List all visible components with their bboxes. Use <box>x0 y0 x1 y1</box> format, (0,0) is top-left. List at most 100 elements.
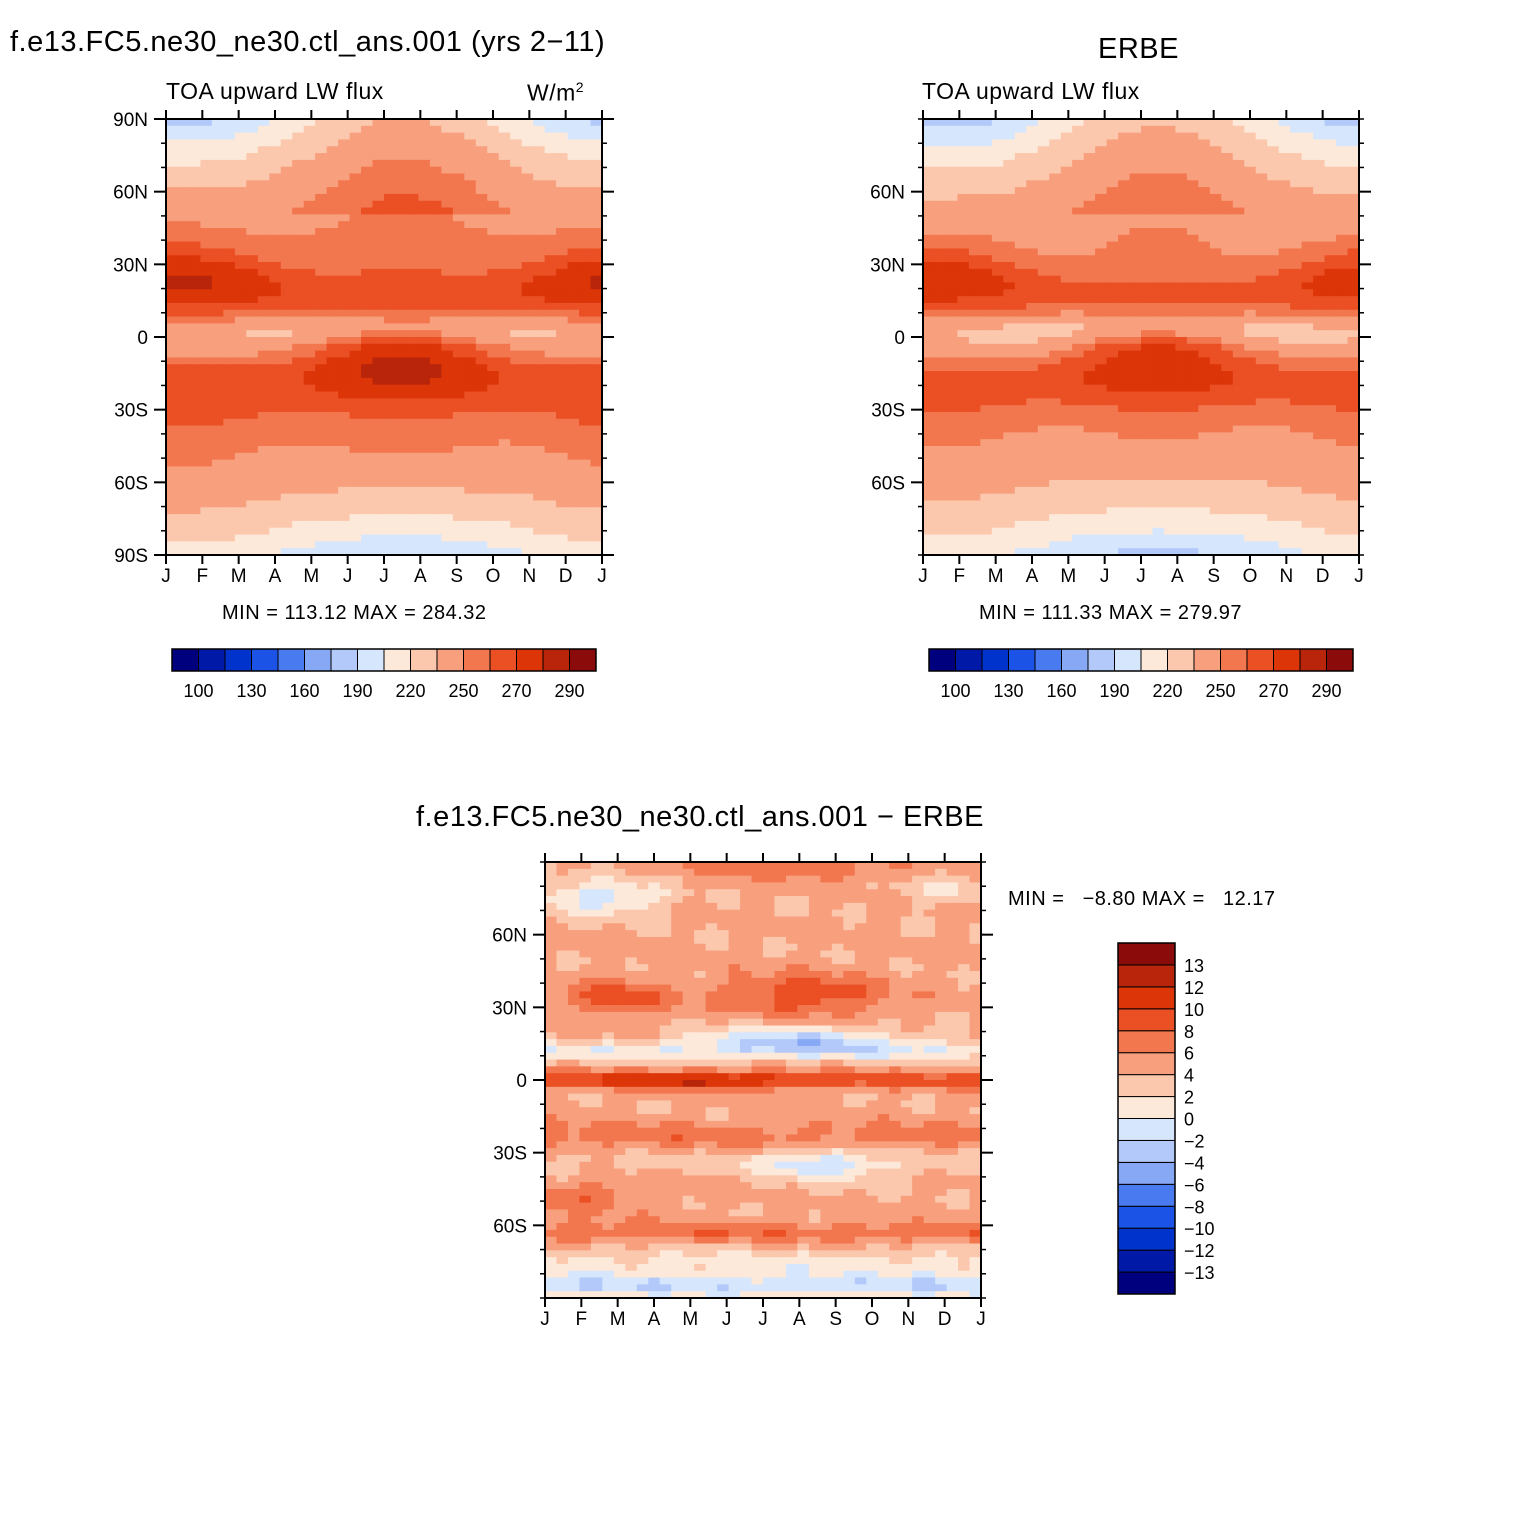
heatmap-cell <box>533 166 546 175</box>
heatmap-cell <box>1267 153 1280 161</box>
heatmap-cell <box>533 180 546 188</box>
heatmap-cell <box>211 132 225 141</box>
heatmap-cell <box>257 221 270 229</box>
heatmap-cell <box>292 180 305 188</box>
heatmap-cell <box>406 228 420 236</box>
heatmap-cell <box>418 405 431 413</box>
heatmap-cell <box>1118 500 1131 509</box>
heatmap-cell <box>1186 302 1200 311</box>
heatmap-cell <box>1014 534 1027 543</box>
heatmap-cell <box>1037 200 1050 209</box>
heatmap-cell <box>957 377 970 386</box>
heatmap-cell <box>1232 391 1245 400</box>
heatmap-cell <box>934 159 947 168</box>
heatmap-cell <box>487 241 500 250</box>
heatmap-cell <box>1244 119 1257 127</box>
heatmap-cell <box>384 486 397 495</box>
heatmap-cell <box>1347 507 1360 515</box>
heatmap-cell <box>166 173 179 182</box>
heatmap-cell <box>1221 166 1234 175</box>
heatmap-cell <box>1163 371 1177 379</box>
heatmap-cell <box>1014 166 1027 175</box>
heatmap-cell <box>1267 180 1280 188</box>
heatmap-cell <box>991 207 1005 216</box>
heatmap-cell <box>498 166 511 175</box>
heatmap-cell <box>372 534 385 543</box>
heatmap-cell <box>315 459 328 468</box>
heatmap-cell <box>1347 418 1360 427</box>
heatmap-cell <box>315 473 328 481</box>
heatmap-cell <box>1141 377 1154 386</box>
heatmap-cell <box>1221 452 1234 461</box>
heatmap-cell <box>1324 289 1337 297</box>
heatmap-cell <box>464 193 477 202</box>
heatmap-cell <box>326 221 339 229</box>
heatmap-cell <box>957 309 970 318</box>
heatmap-cell <box>1278 255 1291 263</box>
heatmap-cell <box>211 493 225 502</box>
heatmap-cell <box>1014 323 1027 331</box>
heatmap-cell <box>579 262 592 270</box>
heatmap-cell <box>1037 255 1050 263</box>
heatmap-cell <box>257 302 270 311</box>
heatmap-cell <box>269 330 282 338</box>
heatmap-cell <box>934 193 947 202</box>
heatmap-cell <box>590 425 603 434</box>
heatmap-cell <box>211 262 225 270</box>
heatmap-cell <box>1232 432 1245 440</box>
heatmap-cell <box>1026 282 1039 291</box>
heatmap-cell <box>1232 248 1245 256</box>
heatmap-cell <box>957 268 970 277</box>
heatmap-cell <box>406 452 420 461</box>
heatmap-cell <box>452 214 466 222</box>
heatmap-cell <box>1163 343 1177 352</box>
heatmap-cell <box>384 452 397 461</box>
heatmap-cell <box>1152 275 1165 284</box>
heatmap-cell <box>991 234 1005 243</box>
heatmap-cell <box>406 357 420 365</box>
heatmap-cell <box>177 146 190 154</box>
heatmap-cell <box>1026 214 1039 222</box>
heatmap-cell <box>326 432 339 440</box>
heatmap-cell <box>384 371 397 379</box>
heatmap-cell <box>1290 282 1303 291</box>
heatmap-cell <box>521 323 534 331</box>
heatmap-cell <box>1106 214 1119 222</box>
heatmap-cell <box>1232 500 1245 509</box>
heatmap-cell <box>452 207 466 216</box>
heatmap-cell <box>200 418 213 427</box>
x-tick-label: J <box>161 566 171 587</box>
heatmap-cell <box>234 289 248 297</box>
heatmap-cell <box>1060 139 1073 147</box>
heatmap-cell <box>326 316 339 325</box>
heatmap-cell <box>1336 255 1349 263</box>
heatmap-cell <box>1118 119 1131 127</box>
heatmap-cell <box>280 119 293 127</box>
heatmap-cell <box>246 452 259 461</box>
heatmap-cell <box>1278 350 1291 359</box>
heatmap-cell <box>1198 493 1211 502</box>
heatmap-cell <box>544 520 557 529</box>
heatmap-cell <box>1244 193 1257 202</box>
heatmap-cell <box>452 357 466 365</box>
heatmap-cell <box>257 207 270 216</box>
heatmap-cell <box>429 228 443 236</box>
heatmap-cell <box>211 119 225 127</box>
heatmap-cell <box>1049 159 1062 168</box>
heatmap-cell <box>957 480 970 488</box>
heatmap-cell <box>384 193 397 202</box>
heatmap-cell <box>934 323 947 331</box>
heatmap-cell <box>349 548 362 556</box>
heatmap-cell <box>418 439 431 447</box>
heatmap-cell <box>579 405 592 413</box>
heatmap-cell <box>1163 309 1177 318</box>
heatmap-cell <box>1198 480 1211 488</box>
heatmap-cell <box>200 262 213 270</box>
heatmap-cell <box>1255 221 1268 229</box>
heatmap-cell <box>211 166 225 175</box>
heatmap-cell <box>991 337 1005 345</box>
heatmap-cell <box>1083 446 1096 454</box>
heatmap-cell <box>338 228 351 236</box>
heatmap-cell <box>292 214 305 222</box>
heatmap-cell <box>567 411 580 420</box>
